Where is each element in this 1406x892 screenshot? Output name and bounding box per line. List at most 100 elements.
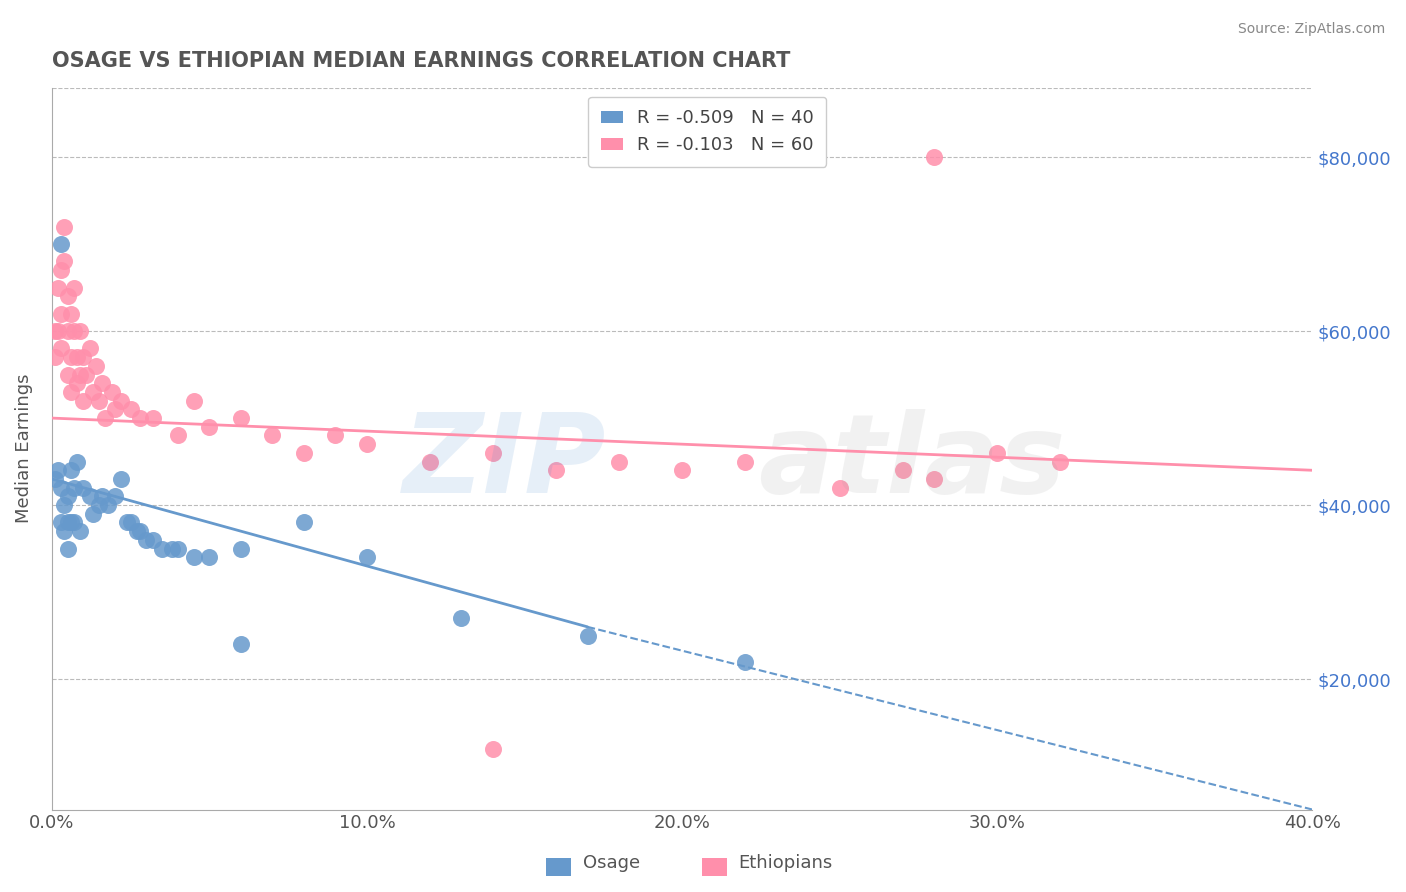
Point bbox=[53, 524, 76, 538]
Point bbox=[104, 489, 127, 503]
Point bbox=[69, 324, 91, 338]
Point bbox=[198, 550, 221, 565]
Point bbox=[166, 541, 188, 556]
Point bbox=[56, 541, 79, 556]
Point bbox=[79, 342, 101, 356]
Point bbox=[44, 350, 66, 364]
Text: OSAGE VS ETHIOPIAN MEDIAN EARNINGS CORRELATION CHART: OSAGE VS ETHIOPIAN MEDIAN EARNINGS CORRE… bbox=[52, 51, 790, 70]
Point bbox=[125, 524, 148, 538]
Point bbox=[56, 516, 79, 530]
Point bbox=[734, 655, 756, 669]
Point bbox=[100, 384, 122, 399]
Point bbox=[72, 393, 94, 408]
Point bbox=[91, 376, 114, 391]
Point bbox=[922, 472, 945, 486]
Point bbox=[120, 516, 142, 530]
Point bbox=[183, 393, 205, 408]
Point bbox=[160, 541, 183, 556]
Point bbox=[82, 384, 104, 399]
Point bbox=[51, 516, 73, 530]
Point bbox=[482, 741, 505, 756]
Point bbox=[51, 263, 73, 277]
Text: ZIP: ZIP bbox=[404, 409, 606, 516]
Point bbox=[828, 481, 851, 495]
Point bbox=[53, 498, 76, 512]
Point bbox=[607, 454, 630, 468]
Point bbox=[51, 342, 73, 356]
Point bbox=[66, 376, 89, 391]
Point bbox=[46, 463, 69, 477]
Point bbox=[84, 359, 107, 373]
Point bbox=[72, 350, 94, 364]
Point bbox=[117, 516, 139, 530]
Point bbox=[69, 524, 91, 538]
Point bbox=[129, 411, 152, 425]
Point bbox=[66, 350, 89, 364]
Point bbox=[59, 384, 82, 399]
Point bbox=[59, 516, 82, 530]
Point bbox=[44, 324, 66, 338]
Point bbox=[75, 368, 97, 382]
Point bbox=[110, 393, 132, 408]
Point bbox=[69, 368, 91, 382]
Y-axis label: Median Earnings: Median Earnings bbox=[15, 374, 32, 524]
Point bbox=[734, 454, 756, 468]
Point bbox=[72, 481, 94, 495]
Point bbox=[62, 481, 84, 495]
Point bbox=[51, 237, 73, 252]
Point bbox=[891, 463, 914, 477]
Point bbox=[66, 454, 89, 468]
Point bbox=[544, 463, 567, 477]
Point bbox=[44, 472, 66, 486]
Point bbox=[419, 454, 441, 468]
Point bbox=[87, 498, 110, 512]
Point bbox=[97, 498, 120, 512]
Point bbox=[166, 428, 188, 442]
Point bbox=[82, 507, 104, 521]
Point bbox=[56, 368, 79, 382]
Point bbox=[262, 428, 284, 442]
Text: Source: ZipAtlas.com: Source: ZipAtlas.com bbox=[1237, 22, 1385, 37]
Point bbox=[142, 411, 165, 425]
Point bbox=[450, 611, 472, 625]
Point bbox=[229, 637, 252, 651]
Point bbox=[986, 446, 1008, 460]
Point bbox=[104, 402, 127, 417]
Point bbox=[56, 489, 79, 503]
Point bbox=[120, 402, 142, 417]
Point bbox=[51, 481, 73, 495]
Point bbox=[325, 428, 347, 442]
Point bbox=[576, 629, 599, 643]
Point bbox=[59, 463, 82, 477]
Point bbox=[198, 419, 221, 434]
Point bbox=[79, 489, 101, 503]
Point bbox=[56, 324, 79, 338]
Point bbox=[129, 524, 152, 538]
Point bbox=[356, 437, 378, 451]
Point bbox=[229, 541, 252, 556]
Point bbox=[292, 516, 315, 530]
Text: atlas: atlas bbox=[758, 409, 1066, 516]
Point bbox=[62, 324, 84, 338]
Point bbox=[142, 533, 165, 547]
Point bbox=[922, 150, 945, 164]
Point bbox=[135, 533, 157, 547]
Text: Ethiopians: Ethiopians bbox=[738, 855, 832, 872]
Point bbox=[671, 463, 693, 477]
Point bbox=[53, 219, 76, 234]
Point bbox=[51, 307, 73, 321]
Point bbox=[110, 472, 132, 486]
Point bbox=[482, 446, 505, 460]
Point bbox=[91, 489, 114, 503]
Point bbox=[229, 411, 252, 425]
Point bbox=[87, 393, 110, 408]
Point bbox=[59, 350, 82, 364]
Point bbox=[56, 289, 79, 303]
Point bbox=[183, 550, 205, 565]
Point bbox=[150, 541, 173, 556]
Point bbox=[59, 307, 82, 321]
Point bbox=[94, 411, 117, 425]
Point bbox=[62, 516, 84, 530]
Point bbox=[292, 446, 315, 460]
Point bbox=[1049, 454, 1071, 468]
